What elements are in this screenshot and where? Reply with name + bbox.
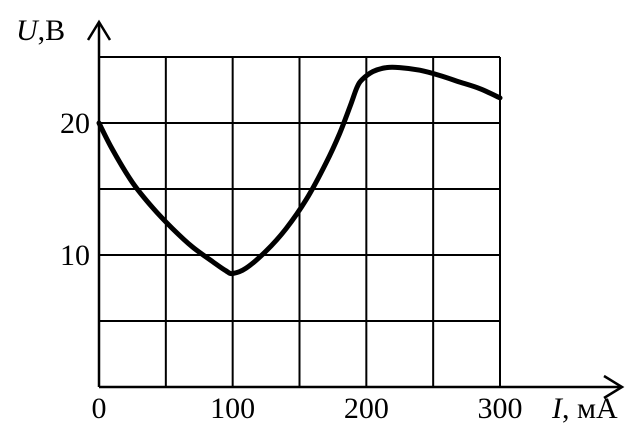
x-tick-label: 100 — [210, 392, 255, 425]
y-axis-arrow — [86, 19, 112, 41]
y-axis-symbol: U — [16, 14, 40, 47]
series — [96, 64, 503, 277]
axes — [86, 19, 625, 400]
x-axis-symbol: I — [551, 392, 564, 425]
x-axis-arrow — [603, 374, 625, 400]
x-axis-unit: , мА — [562, 392, 618, 425]
x-tick-label: 200 — [344, 392, 389, 425]
series-line — [96, 64, 503, 277]
y-tick-label: 20 — [60, 107, 90, 140]
x-tick-label: 300 — [478, 392, 523, 425]
tick-labels: 0 100 200 300 10 20 — [60, 107, 523, 425]
y-tick-label: 10 — [60, 239, 90, 272]
x-tick-label: 0 — [92, 392, 107, 425]
y-axis-unit: ,В — [38, 14, 66, 47]
y-axis-label: U,В — [16, 14, 65, 47]
grid — [99, 56, 501, 387]
x-axis-label: I, мА — [551, 392, 618, 425]
